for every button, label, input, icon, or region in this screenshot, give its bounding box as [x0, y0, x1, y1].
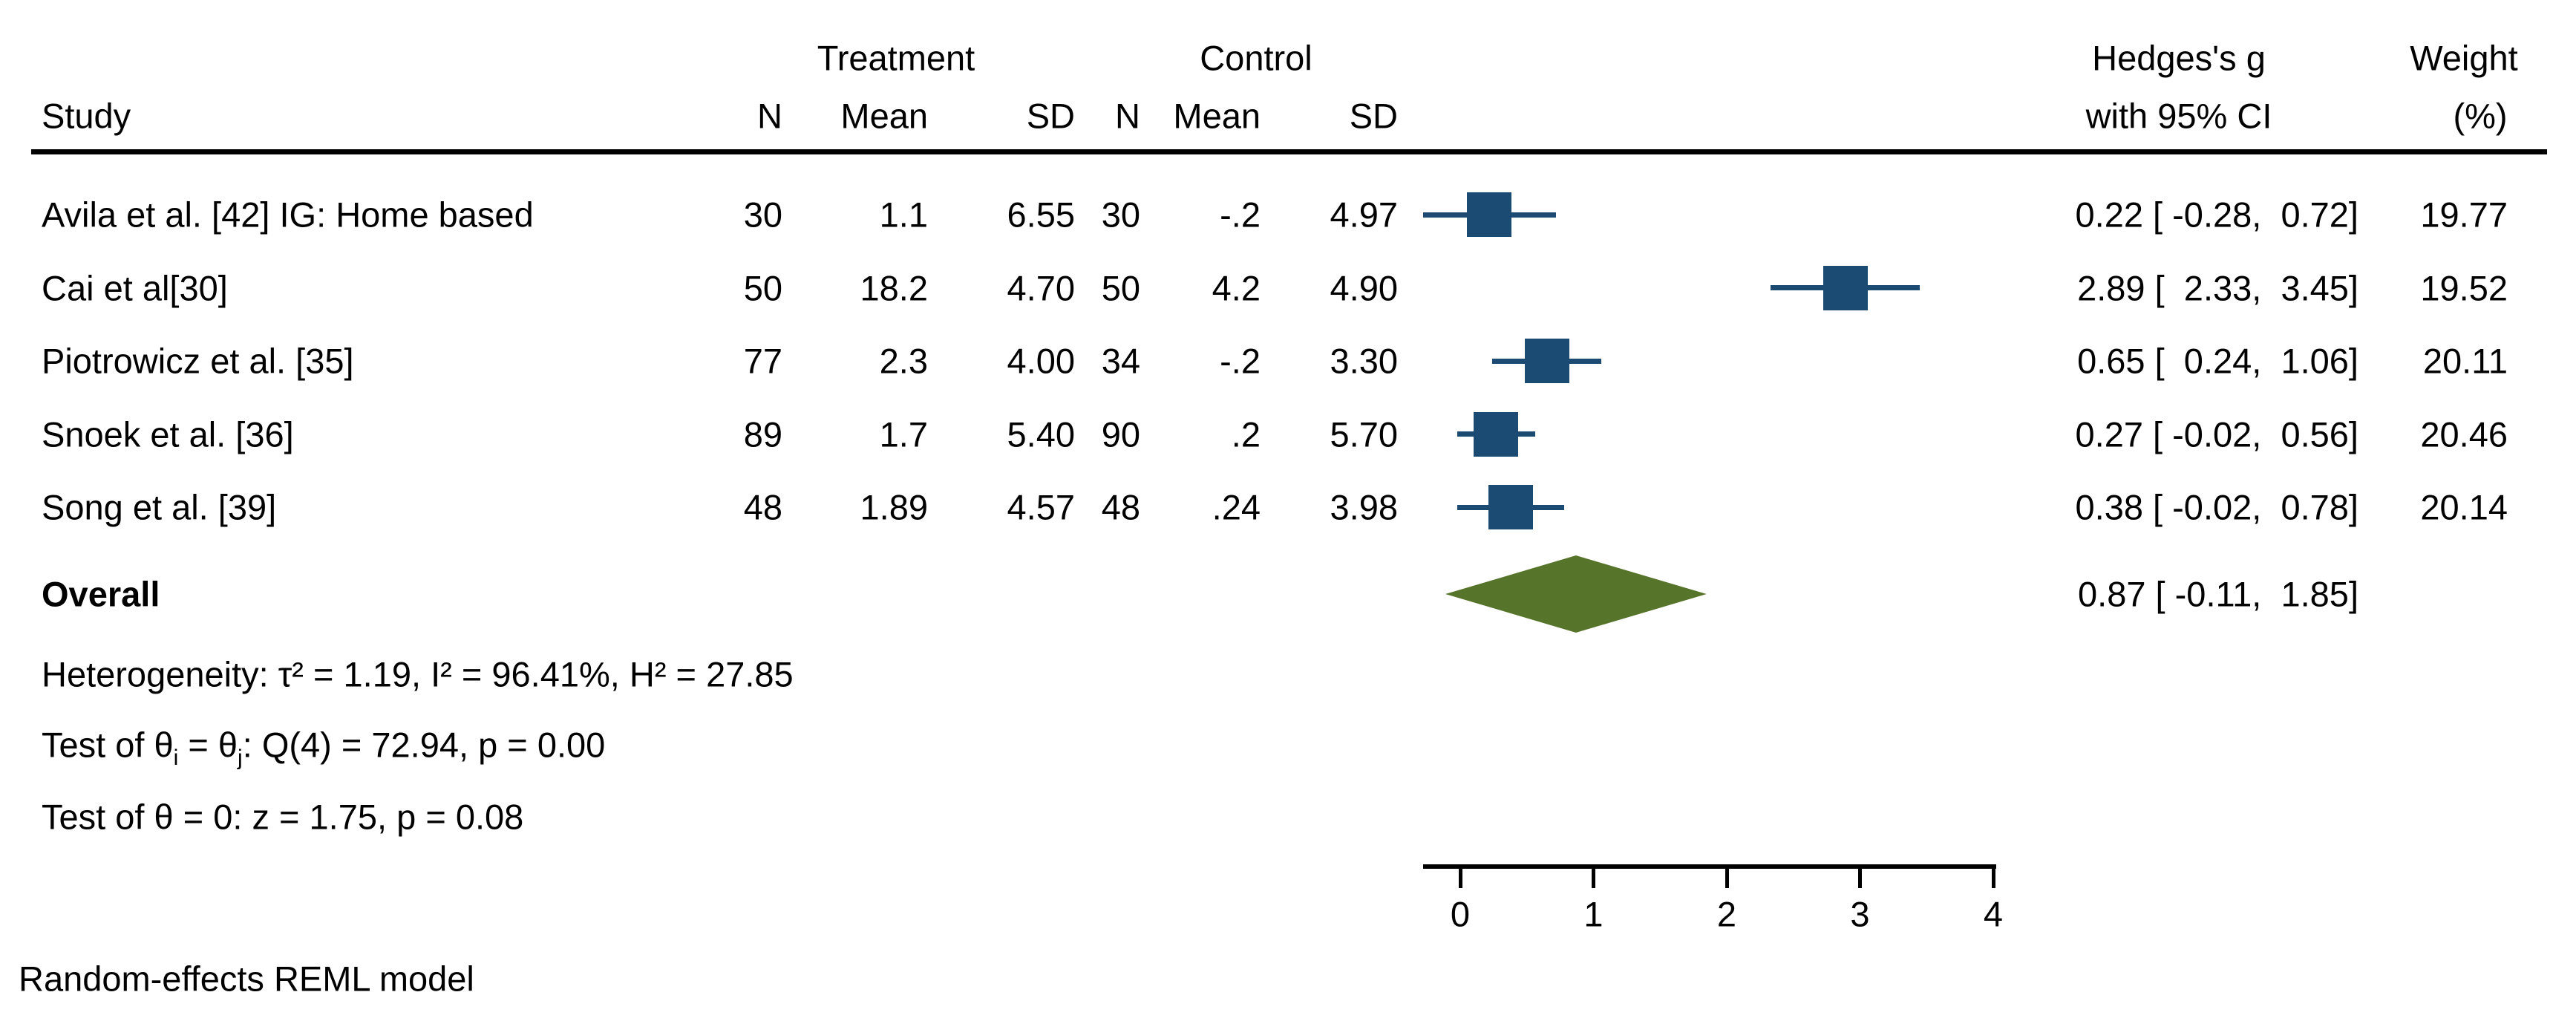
treatment-mean-header: Mean — [840, 96, 928, 136]
treatment-sd-value: 6.55 — [1007, 195, 1075, 235]
control-mean-value: -.2 — [1220, 341, 1261, 381]
treatment-mean-value: 18.2 — [860, 268, 928, 307]
control-n-value: 48 — [1101, 487, 1140, 527]
control-n-value: 30 — [1101, 195, 1140, 235]
effect-square-marker — [1488, 485, 1534, 529]
overall-diamond-shape — [1445, 555, 1707, 633]
heterogeneity-text: Heterogeneity: τ² = 1.19, I² = 96.41%, H… — [42, 654, 794, 694]
effect-header-line1: Hedges's g — [2092, 38, 2266, 78]
treatment-mean-value: 1.7 — [879, 414, 928, 454]
effect-square-marker — [1524, 339, 1569, 383]
x-axis-tick — [1592, 864, 1595, 888]
test-homogeneity-text: Test of θi = θj: Q(4) = 72.94, p = 0.00 — [42, 725, 606, 769]
effect-header-line2: with 95% CI — [2085, 96, 2272, 136]
overall-ci-text: 0.87 [ -0.11, 1.85] — [2078, 574, 2358, 614]
treatment-n-value: 50 — [743, 268, 782, 307]
overall-diamond — [1445, 555, 1707, 633]
x-axis-tick — [1458, 864, 1462, 888]
treatment-n-value: 48 — [743, 487, 782, 527]
effect-square-marker — [1474, 411, 1519, 457]
x-axis-tick — [1991, 864, 1995, 888]
study-label: Piotrowicz et al. [35] — [42, 341, 354, 381]
control-n-value: 34 — [1101, 341, 1140, 381]
x-axis-tick-label: 0 — [1450, 894, 1471, 934]
ci-text: 0.38 [ -0.02, 0.78] — [2075, 487, 2359, 527]
treatment-sd-header: SD — [1026, 96, 1075, 136]
control-mean-value: -.2 — [1220, 195, 1261, 235]
study-label: Song et al. [39] — [42, 487, 277, 527]
x-axis-tick-label: 4 — [1983, 894, 2004, 934]
control-group-header: Control — [1200, 38, 1312, 78]
control-mean-value: 4.2 — [1212, 268, 1261, 307]
ci-text: 0.65 [ 0.24, 1.06] — [2077, 341, 2358, 381]
weight-value: 20.14 — [2420, 487, 2508, 527]
test-homogeneity-part2: = θ — [178, 725, 238, 765]
weight-value: 19.77 — [2420, 195, 2508, 235]
control-sd-value: 4.97 — [1330, 195, 1398, 235]
study-label: Snoek et al. [36] — [42, 414, 294, 454]
control-n-value: 50 — [1101, 268, 1140, 307]
study-label: Avila et al. [42] IG: Home based — [42, 195, 534, 235]
weight-value: 20.46 — [2420, 414, 2508, 454]
x-axis-tick — [1725, 864, 1729, 888]
treatment-mean-value: 1.1 — [879, 195, 928, 235]
model-note: Random-effects REML model — [19, 959, 474, 999]
treatment-sd-value: 4.00 — [1007, 341, 1075, 381]
test-homogeneity-part1: Test of θ — [42, 725, 174, 765]
treatment-n-value: 89 — [743, 414, 782, 454]
weight-header-line2: (%) — [2453, 96, 2508, 136]
test-homogeneity-part3: : Q(4) = 72.94, p = 0.00 — [242, 725, 606, 765]
x-axis-tick — [1858, 864, 1862, 888]
study-label: Cai et al[30] — [42, 268, 228, 307]
treatment-sd-value: 4.57 — [1007, 487, 1075, 527]
treatment-mean-value: 1.89 — [860, 487, 928, 527]
control-mean-value: .24 — [1212, 487, 1261, 527]
ci-text: 2.89 [ 2.33, 3.45] — [2077, 268, 2358, 307]
overall-label: Overall — [42, 574, 160, 614]
control-sd-value: 5.70 — [1330, 414, 1398, 454]
weight-value: 19.52 — [2420, 268, 2508, 307]
control-sd-value: 3.30 — [1330, 341, 1398, 381]
x-axis-tick-label: 2 — [1716, 894, 1737, 934]
weight-value: 20.11 — [2422, 341, 2508, 381]
treatment-sd-value: 4.70 — [1007, 268, 1075, 307]
ci-text: 0.27 [ -0.02, 0.56] — [2075, 414, 2359, 454]
theta-subscript-j: j — [238, 745, 243, 770]
treatment-n-value: 30 — [743, 195, 782, 235]
effect-square-marker — [1823, 265, 1868, 310]
control-sd-value: 3.98 — [1330, 487, 1398, 527]
treatment-mean-value: 2.3 — [879, 341, 928, 381]
control-n-value: 90 — [1101, 414, 1140, 454]
control-sd-value: 4.90 — [1330, 268, 1398, 307]
control-n-header: N — [1115, 96, 1140, 136]
x-axis-tick-label: 3 — [1850, 894, 1870, 934]
x-axis-line — [1423, 864, 1996, 869]
control-mean-value: .2 — [1231, 414, 1261, 454]
treatment-group-header: Treatment — [817, 38, 975, 78]
treatment-sd-value: 5.40 — [1007, 414, 1075, 454]
treatment-n-header: N — [757, 96, 782, 136]
weight-header-line1: Weight — [2410, 38, 2518, 78]
header-rule — [31, 149, 2547, 154]
treatment-n-value: 77 — [743, 341, 782, 381]
x-axis-tick-label: 1 — [1583, 894, 1604, 934]
control-mean-header: Mean — [1173, 96, 1261, 136]
test-overall-effect-text: Test of θ = 0: z = 1.75, p = 0.08 — [42, 797, 524, 837]
theta-subscript-i: i — [173, 745, 179, 770]
control-sd-header: SD — [1349, 96, 1398, 136]
effect-square-marker — [1467, 192, 1512, 237]
ci-text: 0.22 [ -0.28, 0.72] — [2075, 195, 2359, 235]
study-column-header: Study — [42, 96, 131, 136]
